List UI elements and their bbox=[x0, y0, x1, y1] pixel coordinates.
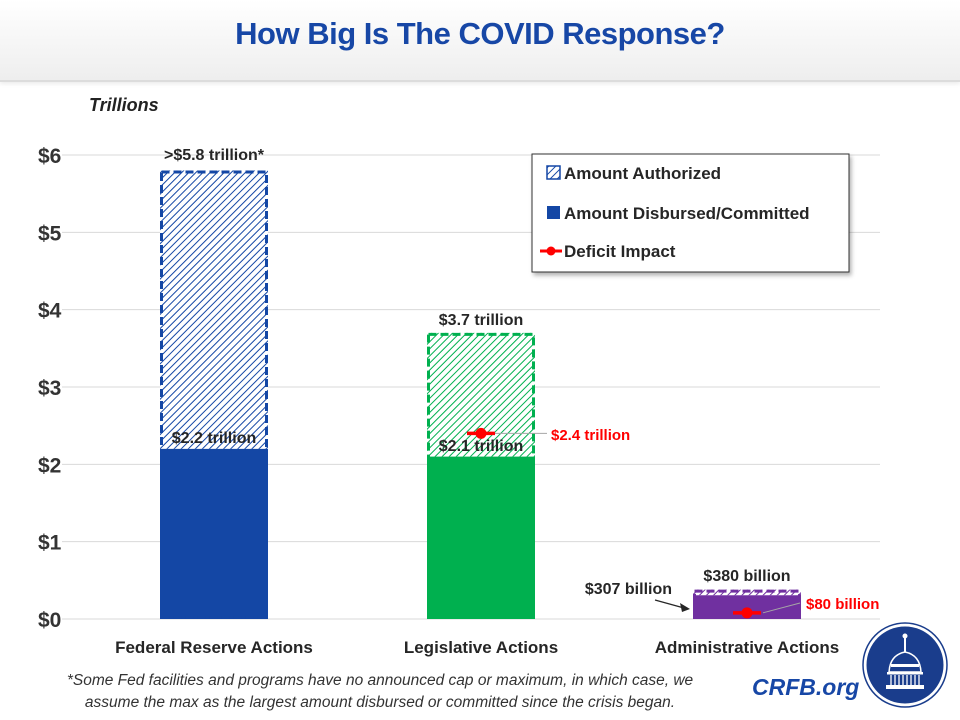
data-label-disbursed: $307 billion bbox=[585, 581, 672, 598]
chart-title: How Big Is The COVID Response? bbox=[235, 16, 725, 51]
bar-disbursed bbox=[160, 448, 268, 619]
y-tick-label: $6 bbox=[38, 145, 61, 168]
footnote: *Some Fed facilities and programs have n… bbox=[20, 670, 740, 714]
data-label-deficit: $80 billion bbox=[806, 596, 879, 613]
legend-box bbox=[531, 153, 850, 273]
data-label-disbursed: $2.1 trillion bbox=[439, 438, 523, 455]
x-tick-label: Administrative Actions bbox=[655, 638, 840, 657]
callout-arrow-line bbox=[654, 599, 685, 609]
data-label-authorized: $380 billion bbox=[703, 568, 790, 585]
bar-authorized-outline bbox=[160, 170, 268, 619]
legend: Amount Authorized Amount Disbursed/Commi… bbox=[531, 153, 850, 273]
deficit-marker bbox=[475, 427, 487, 439]
footnote-line-1: *Some Fed facilities and programs have n… bbox=[66, 672, 694, 689]
y-tick-label: $2 bbox=[38, 454, 61, 477]
x-tick-label: Federal Reserve Actions bbox=[115, 638, 313, 657]
data-label-disbursed: $2.2 trillion bbox=[172, 430, 256, 447]
legend-label-authorized: Amount Authorized bbox=[564, 164, 721, 183]
brand-link[interactable]: CRFB.org bbox=[752, 674, 860, 700]
legend-deficit-marker bbox=[546, 246, 556, 256]
x-tick-label: Legislative Actions bbox=[404, 638, 558, 657]
data-label-authorized: $3.7 trillion bbox=[439, 312, 523, 329]
y-tick-label: $0 bbox=[38, 609, 61, 632]
y-tick-label: $3 bbox=[38, 377, 61, 400]
data-label-authorized: >$5.8 trillion* bbox=[164, 147, 265, 164]
deficit-leader-line bbox=[762, 602, 801, 614]
bar-authorized-outline bbox=[427, 332, 535, 619]
bar-disbursed bbox=[427, 456, 535, 619]
footnote-line-2: assume the max as the largest amount dis… bbox=[84, 694, 676, 711]
y-axis-label: Trillions bbox=[89, 95, 159, 115]
legend-label-disbursed: Amount Disbursed/Committed bbox=[564, 204, 810, 223]
header-bar: How Big Is The COVID Response? bbox=[0, 0, 960, 82]
bar-authorized bbox=[160, 170, 268, 449]
capitol-logo-icon bbox=[862, 622, 948, 708]
y-tick-label: $1 bbox=[38, 532, 62, 555]
bar-disbursed bbox=[693, 595, 801, 619]
data-label-deficit: $2.4 trillion bbox=[551, 427, 630, 444]
legend-hatched-swatch bbox=[546, 165, 561, 180]
y-tick-label: $4 bbox=[38, 300, 62, 323]
deficit-marker bbox=[741, 607, 753, 619]
legend-label-deficit: Deficit Impact bbox=[564, 242, 676, 261]
legend-solid-swatch bbox=[547, 206, 560, 219]
callout-arrowhead bbox=[680, 603, 690, 612]
y-tick-label: $5 bbox=[38, 222, 62, 245]
